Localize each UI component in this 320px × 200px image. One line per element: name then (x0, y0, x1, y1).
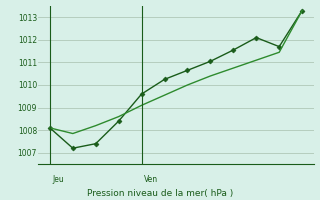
Text: Ven: Ven (144, 175, 158, 184)
Text: Pression niveau de la mer( hPa ): Pression niveau de la mer( hPa ) (87, 189, 233, 198)
Text: Jeu: Jeu (53, 175, 64, 184)
